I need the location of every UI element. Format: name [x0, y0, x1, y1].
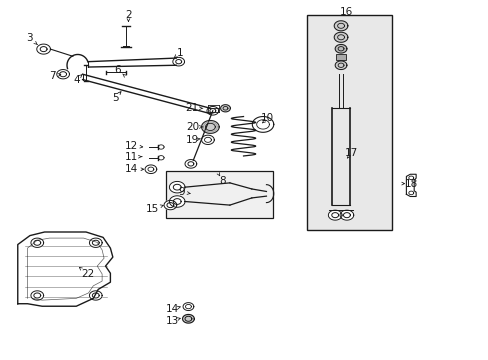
Bar	[335, 54, 345, 60]
Polygon shape	[333, 21, 347, 31]
Text: 14: 14	[124, 164, 138, 174]
Polygon shape	[334, 61, 346, 69]
Polygon shape	[163, 201, 176, 210]
Text: 16: 16	[340, 7, 353, 17]
Polygon shape	[334, 44, 346, 53]
Text: 14: 14	[165, 304, 179, 314]
Polygon shape	[89, 291, 102, 300]
Polygon shape	[333, 32, 347, 42]
Text: 9: 9	[179, 187, 185, 197]
Polygon shape	[201, 135, 214, 144]
Polygon shape	[406, 174, 415, 197]
Polygon shape	[184, 159, 196, 168]
Text: 4: 4	[73, 75, 80, 85]
Text: 10: 10	[260, 113, 273, 123]
Polygon shape	[328, 210, 341, 220]
Bar	[166, 171, 272, 218]
Text: 15: 15	[146, 204, 159, 214]
Polygon shape	[169, 196, 184, 207]
Text: 18: 18	[404, 179, 417, 189]
Polygon shape	[172, 57, 184, 66]
Text: 13: 13	[165, 316, 179, 325]
Polygon shape	[183, 303, 193, 311]
Polygon shape	[31, 291, 43, 300]
Polygon shape	[252, 117, 273, 132]
Text: 11: 11	[124, 152, 138, 162]
Polygon shape	[182, 315, 194, 323]
Polygon shape	[158, 156, 163, 160]
Polygon shape	[206, 107, 218, 115]
Polygon shape	[89, 238, 102, 247]
Bar	[306, 15, 391, 230]
Polygon shape	[31, 238, 43, 247]
Text: 2: 2	[125, 10, 131, 20]
Polygon shape	[37, 44, 50, 54]
Polygon shape	[169, 181, 184, 193]
Text: 3: 3	[26, 33, 33, 43]
Text: 22: 22	[81, 269, 94, 279]
Text: 20: 20	[185, 122, 199, 132]
Text: 8: 8	[219, 176, 225, 186]
Text: 17: 17	[345, 148, 358, 158]
Text: 12: 12	[124, 141, 138, 151]
Text: 21: 21	[185, 103, 199, 113]
Text: 1: 1	[177, 48, 183, 58]
Text: 6: 6	[114, 64, 121, 75]
Text: 7: 7	[49, 71, 56, 81]
Polygon shape	[158, 145, 163, 149]
Polygon shape	[339, 210, 353, 220]
Text: 5: 5	[112, 93, 119, 103]
Polygon shape	[145, 165, 157, 174]
Polygon shape	[220, 105, 230, 112]
Polygon shape	[57, 69, 69, 79]
Polygon shape	[201, 121, 219, 133]
Text: 19: 19	[185, 135, 199, 145]
